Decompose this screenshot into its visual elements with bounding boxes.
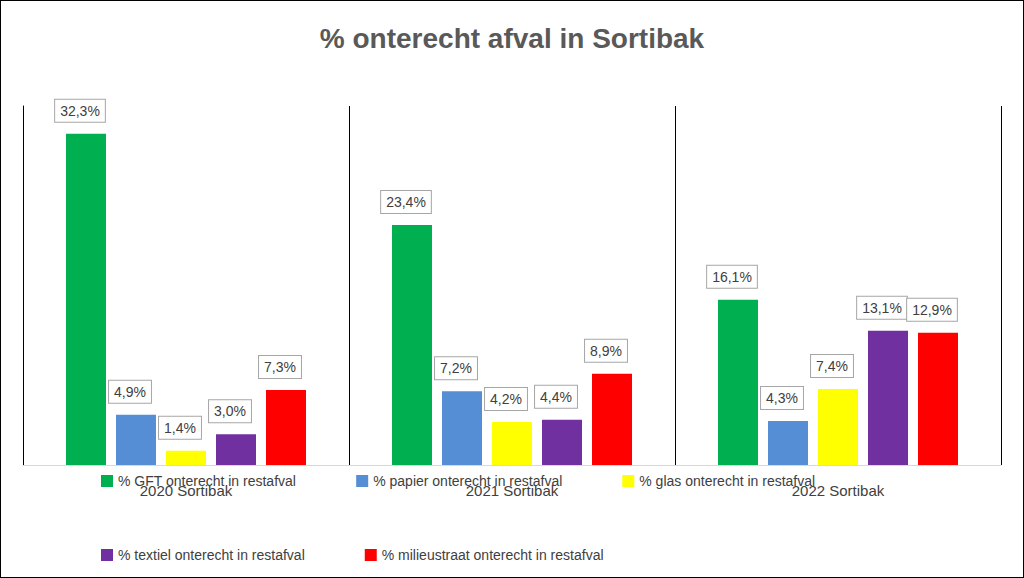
svg-text:4,3%: 4,3% [766,390,798,406]
svg-text:13,1%: 13,1% [862,300,902,316]
svg-text:2021 Sortibak: 2021 Sortibak [465,482,559,499]
svg-text:3,0%: 3,0% [214,403,246,419]
svg-text:7,2%: 7,2% [440,360,472,376]
svg-text:32,3%: 32,3% [60,103,100,119]
svg-text:2020 Sortibak: 2020 Sortibak [139,482,233,499]
svg-text:7,4%: 7,4% [816,358,848,374]
svg-text:16,1%: 16,1% [712,269,752,285]
svg-text:7,3%: 7,3% [264,359,296,375]
svg-text:23,4%: 23,4% [386,194,426,210]
svg-text:1,4%: 1,4% [164,420,196,436]
svg-text:8,9%: 8,9% [590,343,622,359]
svg-text:4,4%: 4,4% [540,389,572,405]
svg-text:4,2%: 4,2% [490,391,522,407]
svg-text:12,9%: 12,9% [912,302,952,318]
svg-text:% papier onterecht in restafva: % papier onterecht in restafval [373,473,562,489]
svg-text:2022 Sortibak: 2022 Sortibak [791,482,885,499]
svg-text:4,9%: 4,9% [114,384,146,400]
svg-text:% glas onterecht in restafval: % glas onterecht in restafval [639,473,815,489]
svg-text:% milieustraat onterecht in re: % milieustraat onterecht in restafval [382,547,604,563]
svg-text:% GFT onterecht in restafval: % GFT onterecht in restafval [118,473,296,489]
svg-text:% onterecht afval in Sortibak: % onterecht afval in Sortibak [320,23,705,54]
svg-text:% textiel onterecht in restafv: % textiel onterecht in restafval [118,547,305,563]
